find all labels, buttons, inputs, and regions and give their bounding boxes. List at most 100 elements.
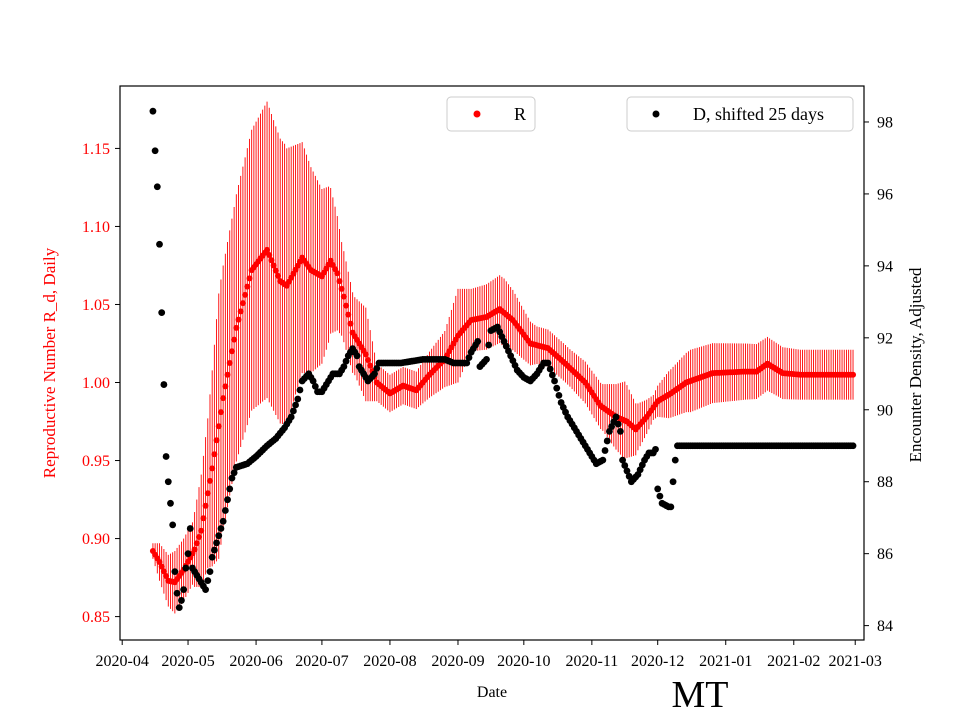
r-point <box>233 324 240 331</box>
left-tick-label-1.10: 1.10 <box>82 219 110 236</box>
r-point <box>268 257 275 264</box>
d-point <box>555 391 563 399</box>
r-point <box>206 477 213 484</box>
d-point <box>616 427 624 435</box>
d-point <box>173 589 181 597</box>
left-tick-label-0.90: 0.90 <box>82 531 110 548</box>
d-point <box>474 338 482 345</box>
d-point <box>289 407 297 415</box>
d-point <box>149 107 157 115</box>
d-point <box>156 240 163 248</box>
d-point <box>219 517 227 525</box>
d-point <box>465 354 473 362</box>
r-point <box>365 357 371 364</box>
legend-d: D, shifted 25 days <box>626 96 854 132</box>
legend-d-label: D, shifted 25 days <box>693 104 824 124</box>
right-tick-label-90: 90 <box>877 402 893 419</box>
r-point <box>156 558 163 565</box>
d-point <box>311 382 319 390</box>
r-point <box>191 546 198 553</box>
r-point <box>220 395 227 402</box>
r-point <box>228 348 235 355</box>
r-point <box>334 270 341 277</box>
d-point <box>215 532 223 540</box>
r-point <box>231 336 238 343</box>
r-point <box>237 308 244 315</box>
d-point <box>184 550 192 558</box>
d-point <box>221 507 229 514</box>
x-axis-label: Date <box>477 684 507 701</box>
r-error-bars <box>152 101 854 614</box>
r-point <box>193 540 200 547</box>
r-point <box>850 371 857 378</box>
x-tick-label-2020-10: 2020-10 <box>497 653 550 670</box>
d-point <box>171 568 179 576</box>
d-point <box>546 365 554 373</box>
r-point <box>266 252 273 259</box>
d-point <box>483 356 490 363</box>
left-tick-label-1.05: 1.05 <box>82 297 110 314</box>
r-point <box>367 362 374 369</box>
x-tick-label-2020-08: 2020-08 <box>363 653 416 670</box>
d-point <box>206 568 214 576</box>
d-point <box>353 352 361 360</box>
r-point <box>235 316 242 323</box>
right-tick-label-98: 98 <box>877 114 893 131</box>
r-point <box>270 262 277 269</box>
d-point <box>669 478 677 486</box>
d-point <box>623 467 631 475</box>
left-tick-label-1.00: 1.00 <box>82 375 110 392</box>
r-point <box>275 272 282 279</box>
d-point <box>601 447 609 454</box>
legend-r-marker <box>473 110 481 118</box>
d-point <box>178 597 185 604</box>
legend-r-label: R <box>514 104 526 124</box>
x-axis-ticks: 2020-04 2020-05 2020-06 2020-07 2020-08 2020-… <box>96 640 882 670</box>
d-point <box>213 539 220 547</box>
left-tick-label-0.95: 0.95 <box>82 453 110 470</box>
d-point <box>373 364 381 372</box>
r-point <box>211 451 218 458</box>
d-point <box>612 413 620 421</box>
right-tick-label-86: 86 <box>877 546 893 563</box>
d-point <box>544 359 552 367</box>
r-point <box>242 291 249 298</box>
d-point <box>158 309 166 317</box>
d-point <box>463 359 471 367</box>
x-tick-label-2020-12: 2020-12 <box>631 653 684 670</box>
r-point <box>224 371 231 378</box>
d-point <box>151 147 159 155</box>
legend-d-box <box>626 96 854 132</box>
d-point <box>169 521 177 529</box>
d-point <box>164 478 172 486</box>
legend-r: R <box>446 96 536 132</box>
d-point <box>342 357 350 365</box>
legend-d-marker <box>652 110 660 118</box>
d-point <box>228 474 236 482</box>
r-point <box>217 409 224 416</box>
d-point <box>656 492 664 500</box>
r-point <box>196 534 203 541</box>
r-point <box>158 563 165 570</box>
r-point <box>244 283 251 290</box>
right-axis-label: Encounter Density, Adjusted <box>906 267 925 462</box>
d-series-points <box>149 107 857 612</box>
r-point <box>336 278 343 285</box>
right-tick-label-92: 92 <box>877 330 893 347</box>
left-axis-ticks: 0.85 0.90 0.95 1.00 1.05 1.10 1.15 <box>82 141 120 626</box>
d-point <box>849 442 857 450</box>
x-tick-label-2020-09: 2020-09 <box>431 653 484 670</box>
right-tick-label-84: 84 <box>877 618 893 635</box>
r-point <box>343 302 350 309</box>
d-point <box>287 413 295 421</box>
r-point <box>213 437 220 444</box>
x-tick-label-2021-01: 2021-01 <box>699 653 752 670</box>
d-point <box>296 386 304 394</box>
d-point <box>485 341 493 349</box>
right-tick-label-96: 96 <box>877 186 893 203</box>
d-point <box>182 564 190 572</box>
r-point <box>345 311 352 318</box>
d-point <box>292 401 299 409</box>
right-axis-ticks: 84 86 88 90 92 94 96 98 <box>864 114 893 635</box>
